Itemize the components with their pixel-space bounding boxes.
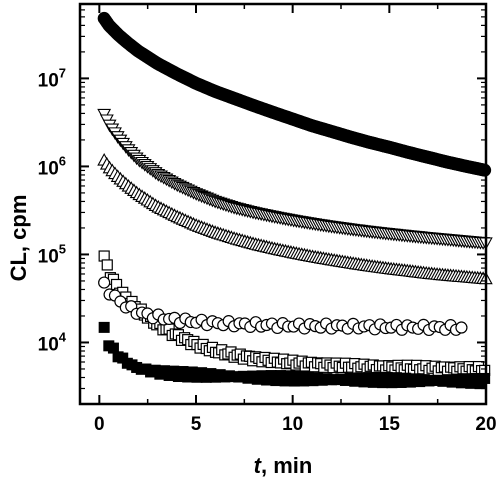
data-point-open-circle <box>98 276 111 289</box>
x-tick-label: 0 <box>94 414 105 435</box>
plot-frame <box>78 2 488 406</box>
y-tick-label: 107 <box>38 65 66 91</box>
x-tick-label: 10 <box>282 414 303 435</box>
series-open-circle <box>98 276 468 337</box>
data-point-open-square <box>101 259 113 271</box>
series-filled-square <box>98 321 491 390</box>
x-tick-label: 15 <box>379 414 401 435</box>
series-filled-circle <box>97 11 492 177</box>
x-tick-label: 5 <box>191 414 202 435</box>
y-axis-title: CL, cpm <box>6 195 31 282</box>
series-open-triangle-up <box>97 152 493 285</box>
data-point-open-circle <box>455 321 468 334</box>
data-point-filled-square <box>98 321 110 333</box>
y-tick-label: 106 <box>38 153 66 179</box>
x-axis-title: t, min <box>254 453 313 478</box>
y-tick-label: 105 <box>38 241 66 267</box>
axis-ticks: 0 5 10 15 20 104 105 106 107 <box>38 4 497 435</box>
data-marks <box>97 11 493 390</box>
y-tick-label: 104 <box>38 329 67 355</box>
data-point-filled-square <box>479 372 491 384</box>
series-open-square <box>98 250 491 377</box>
x-tick-label: 20 <box>475 414 496 435</box>
series-open-triangle-down <box>97 108 493 251</box>
